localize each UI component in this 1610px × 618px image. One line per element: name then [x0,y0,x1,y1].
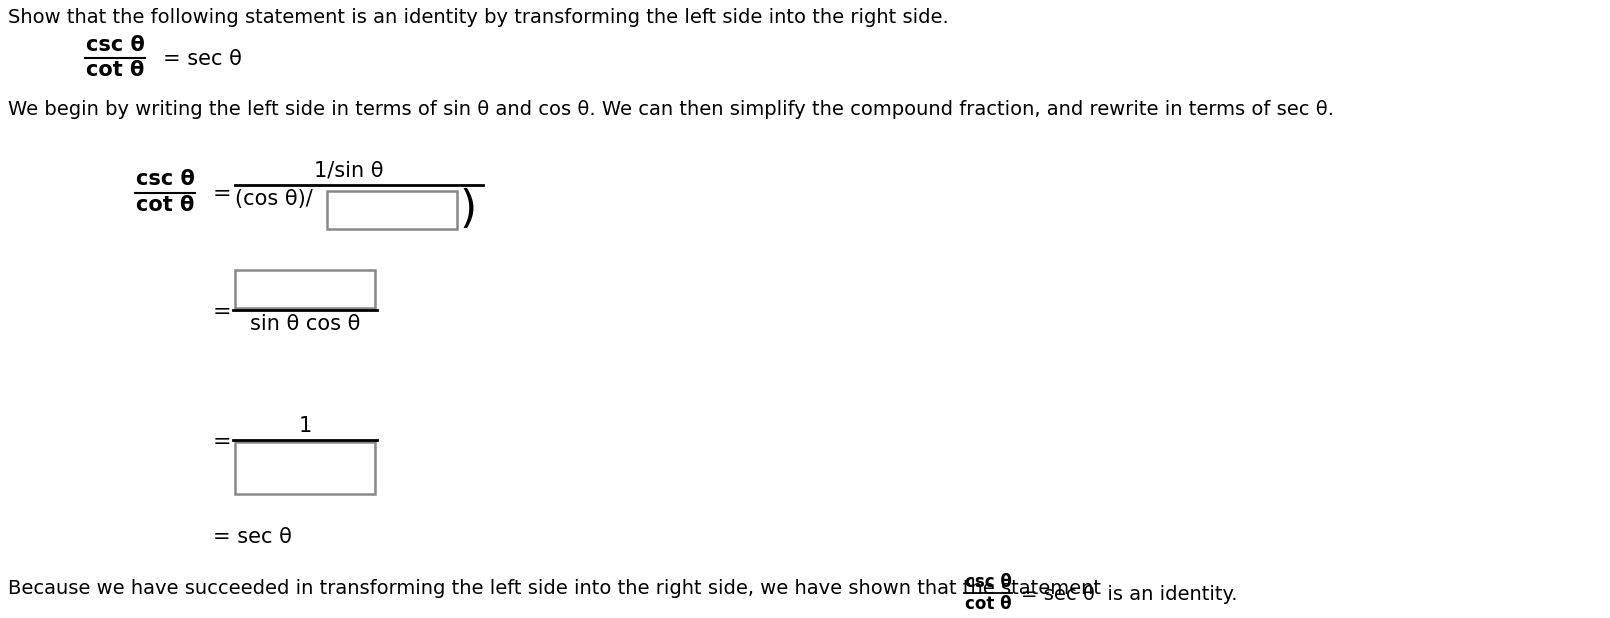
Bar [235,270,375,308]
Text: sin θ cos θ: sin θ cos θ [250,314,361,334]
Text: cot θ: cot θ [85,60,145,80]
Text: csc θ: csc θ [964,573,1011,591]
Text: =: = [213,302,232,322]
Text: 1/sin θ: 1/sin θ [314,161,383,181]
Bar [327,191,457,229]
Text: cot θ: cot θ [135,195,195,215]
Text: We begin by writing the left side in terms of sin θ and cos θ. We can then simpl: We begin by writing the left side in ter… [8,100,1335,119]
Text: =: = [213,184,232,204]
Text: cot θ: cot θ [964,595,1011,613]
Text: ): ) [459,188,477,232]
Text: csc θ: csc θ [135,169,195,189]
Text: = sec θ: = sec θ [163,49,242,69]
Text: =: = [213,432,232,452]
Text: 1: 1 [298,416,312,436]
Text: Show that the following statement is an identity by transforming the left side i: Show that the following statement is an … [8,8,948,27]
Text: = sec θ: = sec θ [213,527,291,547]
Bar [235,442,375,494]
Text: Because we have succeeded in transforming the left side into the right side, we : Because we have succeeded in transformin… [8,579,1101,598]
Text: (cos θ)/: (cos θ)/ [235,189,312,209]
Text: csc θ: csc θ [85,35,145,55]
Text: = sec θ  is an identity.: = sec θ is an identity. [1021,585,1238,604]
